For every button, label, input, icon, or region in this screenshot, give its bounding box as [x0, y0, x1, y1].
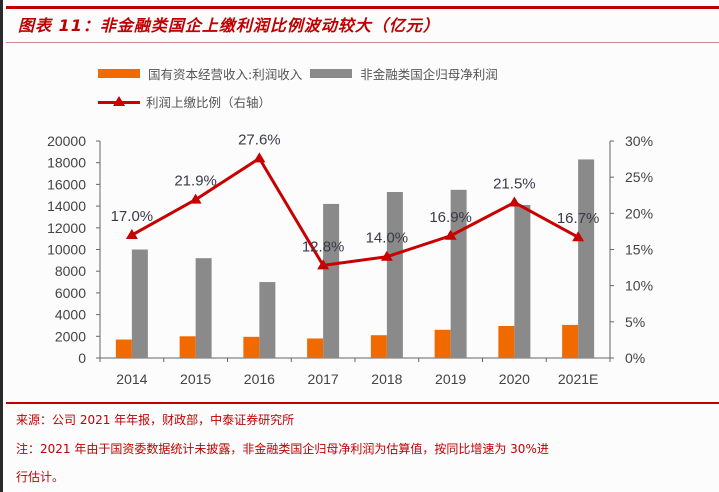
bar-net-profit — [195, 258, 212, 358]
x-tick-label: 2014 — [116, 371, 147, 387]
right-tick-label: 25% — [625, 169, 653, 185]
ratio-data-label: 16.7% — [557, 210, 600, 227]
right-tick-label: 15% — [625, 242, 653, 258]
right-tick-label: 0% — [625, 350, 645, 366]
bar-net-profit — [514, 205, 531, 358]
title-divider — [6, 42, 719, 43]
bar-profit-income — [498, 325, 515, 358]
ratio-line-path — [131, 156, 579, 267]
left-tick-label: 10000 — [47, 242, 86, 258]
legend-label-profit-income: 国有资本经营收入:利润收入 — [148, 67, 303, 82]
legend-row-1: 国有资本经营收入:利润收入 非金融类国企归母净利润 — [98, 64, 498, 83]
legend-swatch-gray — [310, 69, 353, 78]
ratio-data-label: 12.8% — [302, 238, 345, 255]
ratio-marker — [380, 250, 393, 261]
left-tick-label: 4000 — [55, 307, 86, 323]
bar-net-profit — [450, 189, 467, 358]
left-tick-label: 2000 — [55, 328, 86, 344]
left-tick-label: 6000 — [55, 285, 86, 301]
data-labels: 17.0% 21.9% 27.6% 12.8% 14.0% 16.9% 21.5% 16.7% — [111, 131, 600, 255]
right-tick-label: 30% — [625, 133, 653, 149]
axes: 0 2000 4000 6000 8000 10000 12000 14000 16000 180… — [47, 133, 653, 387]
ratio-data-label: 16.9% — [429, 209, 472, 226]
ratio-data-label: 27.6% — [238, 131, 281, 148]
bar-profit-income — [115, 339, 132, 358]
legend-label-net-profit: 非金融类国企归母净利润 — [360, 67, 498, 82]
left-tick-label: 12000 — [47, 220, 86, 236]
triangle-marker-icon — [113, 95, 125, 106]
ratio-marker — [189, 193, 202, 204]
bar-net-profit — [259, 282, 276, 358]
bar-net-profit — [131, 249, 148, 358]
right-tick-label: 20% — [625, 205, 653, 221]
bar-net-profit — [386, 191, 403, 358]
ratio-data-label: 17.0% — [111, 208, 154, 225]
right-tick-label: 5% — [625, 314, 645, 330]
bar-profit-income — [307, 338, 324, 358]
x-tick-label: 2019 — [435, 371, 466, 387]
frame-border — [0, 0, 3, 492]
x-tick-label: 2015 — [180, 371, 211, 387]
ratio-data-label: 21.5% — [493, 175, 536, 192]
x-tick-label: 2016 — [244, 371, 275, 387]
left-tick-label: 14000 — [47, 198, 86, 214]
right-tick-label: 10% — [625, 278, 653, 294]
ratio-marker — [317, 259, 330, 270]
bar-profit-income — [370, 335, 387, 358]
ratio-line — [125, 152, 585, 270]
ratio-marker — [572, 231, 585, 242]
bar-net-profit — [323, 203, 340, 358]
ratio-marker — [508, 196, 521, 207]
left-tick-label: 8000 — [55, 263, 86, 279]
bar-profit-income — [562, 324, 579, 358]
bar-profit-income — [434, 329, 451, 358]
note-text-line-1: 注：2021 年由于国资委数据统计未披露，非金融类国企归母净利润为估算值，按同比… — [16, 442, 549, 456]
legend-label-ratio: 利润上缴比例（右轴） — [146, 95, 272, 110]
bar-profit-income — [179, 336, 196, 358]
ratio-marker — [444, 229, 457, 240]
legend-row-2: 利润上缴比例（右轴） — [98, 92, 271, 111]
top-rule — [6, 6, 719, 9]
bottom-rule — [6, 402, 719, 404]
ratio-data-label: 21.9% — [174, 173, 217, 190]
ratio-data-label: 14.0% — [366, 230, 409, 247]
x-tick-label: 2018 — [371, 371, 402, 387]
x-tick-label: 2021E — [558, 371, 598, 387]
ratio-marker — [125, 229, 138, 240]
ratio-marker — [253, 152, 266, 163]
legend-swatch-orange — [98, 69, 140, 78]
chart-plot: 0 2000 4000 6000 8000 10000 12000 14000 16000 180… — [47, 131, 653, 387]
note-text-line-2: 行估计。 — [16, 470, 65, 484]
bar-profit-income — [243, 336, 260, 358]
bar-net-profit — [578, 159, 595, 358]
left-tick-label: 0 — [78, 350, 86, 366]
bars — [115, 159, 595, 358]
chart-title: 图表 11：非金融类国企上缴利润比例波动较大（亿元） — [18, 16, 440, 35]
left-tick-label: 20000 — [47, 133, 86, 149]
x-tick-label: 2017 — [308, 371, 339, 387]
left-tick-label: 16000 — [47, 176, 86, 192]
source-text: 来源：公司 2021 年年报，财政部，中泰证券研究所 — [16, 413, 295, 427]
left-tick-label: 18000 — [47, 155, 86, 171]
x-tick-label: 2020 — [499, 371, 530, 387]
legend-swatch-line — [98, 95, 140, 108]
